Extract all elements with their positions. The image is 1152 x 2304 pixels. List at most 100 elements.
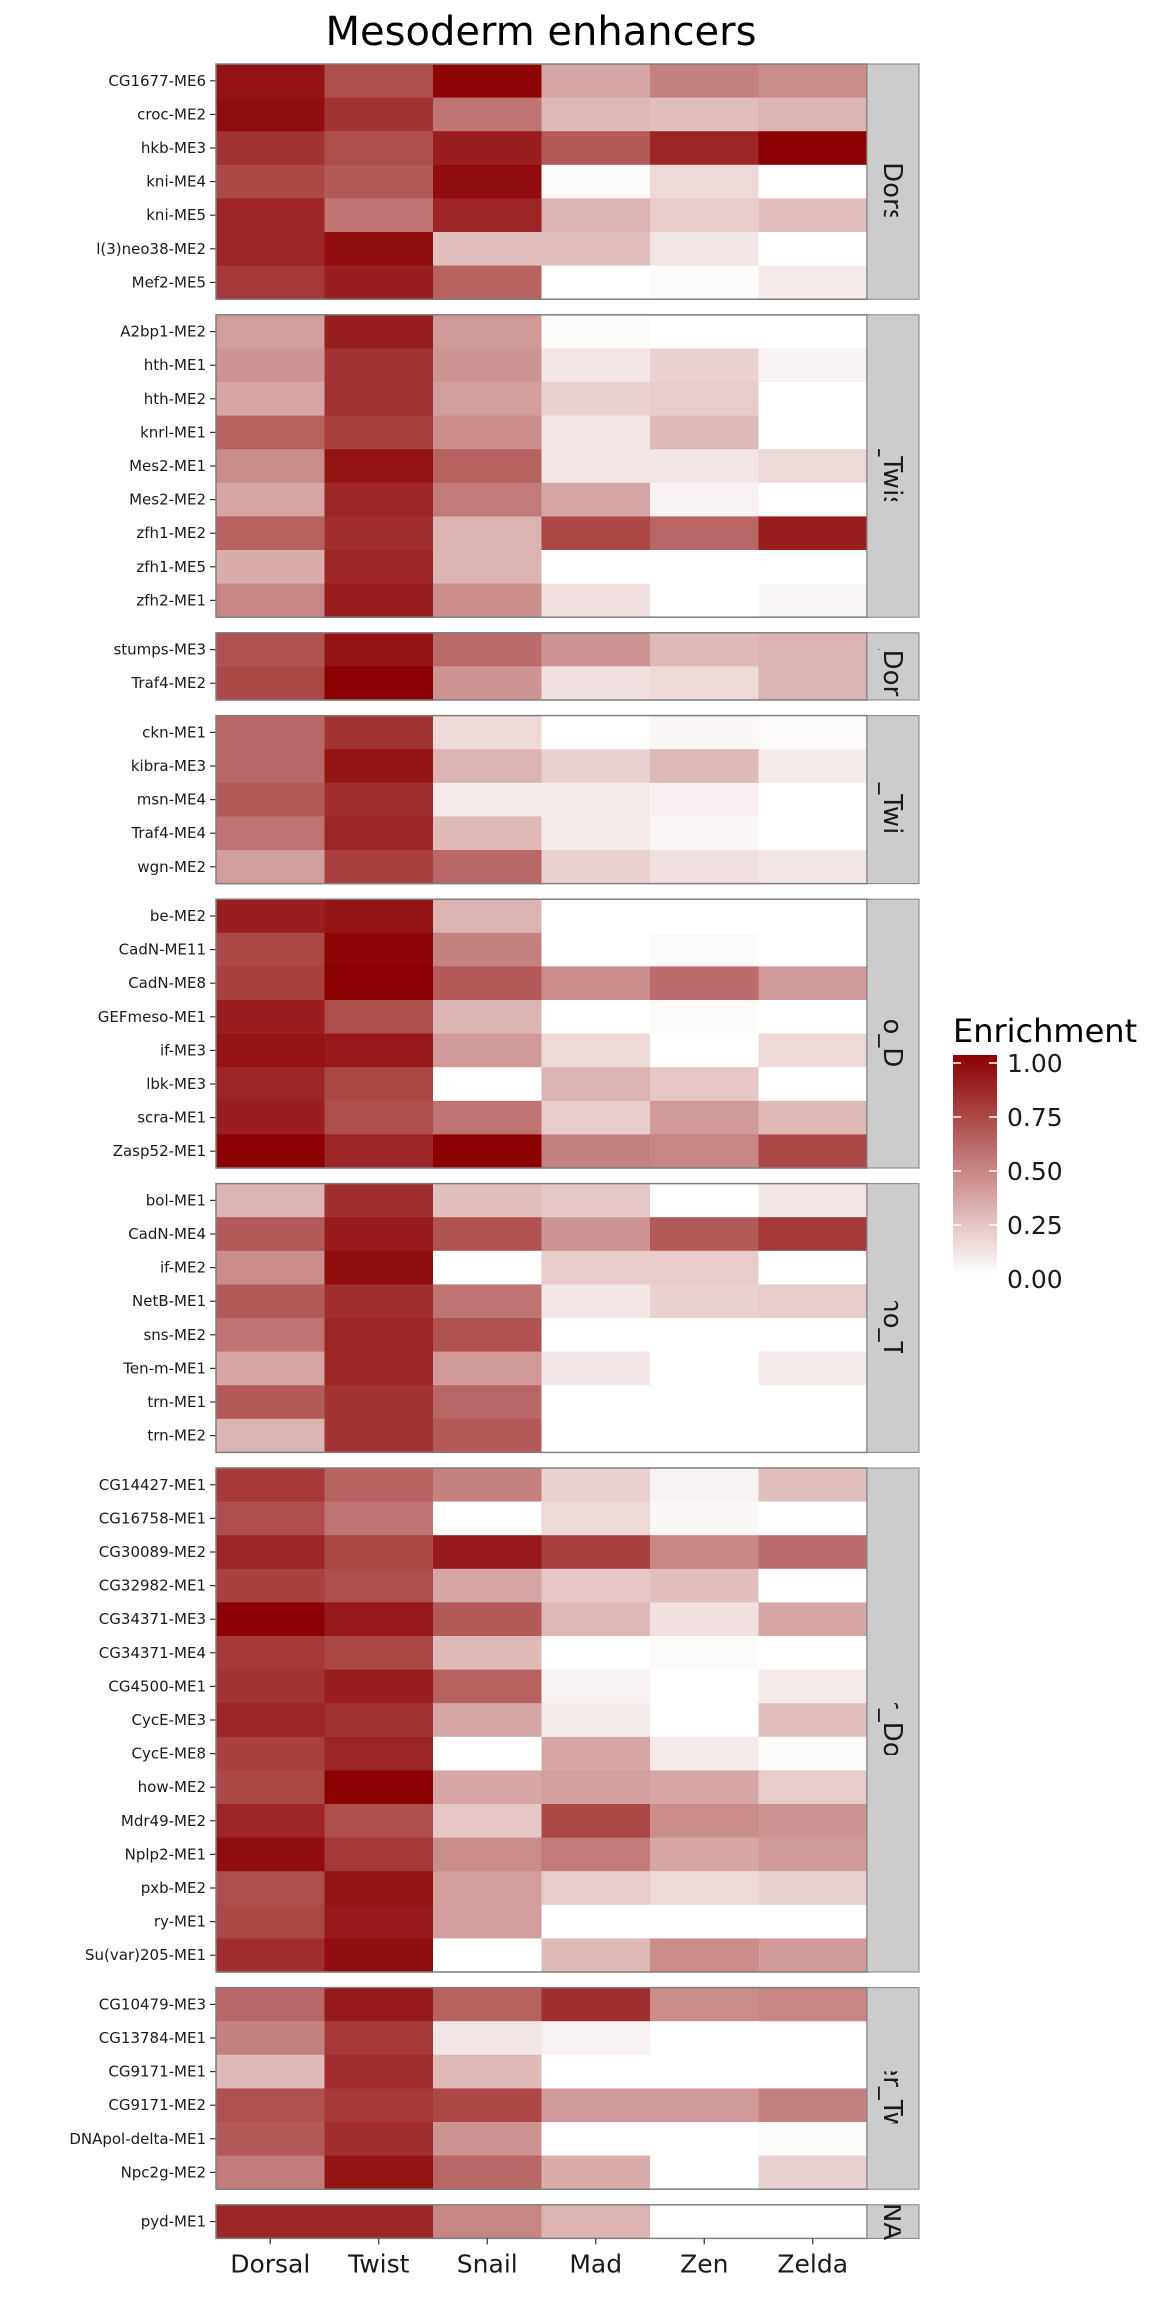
heatmap-cell	[758, 715, 868, 750]
heatmap-cell	[216, 782, 326, 817]
heatmap-cell	[541, 2155, 651, 2190]
heatmap-cell	[433, 516, 543, 551]
heatmap-cell	[758, 1284, 868, 1319]
heatmap-cell	[758, 64, 868, 99]
heatmap-cell	[541, 1568, 651, 1603]
row-label: CG4500-ME1	[108, 1677, 206, 1695]
heatmap-cell	[650, 1468, 760, 1503]
heatmap-cell	[216, 64, 326, 99]
column-label: Zen	[680, 2249, 728, 2278]
heatmap-cell	[433, 1804, 543, 1839]
heatmap-cell	[541, 1134, 651, 1169]
heatmap-cell	[433, 1904, 543, 1939]
heatmap-cell	[216, 415, 326, 450]
facet-strip	[866, 898, 920, 1169]
row-label: pxb-ME2	[141, 1879, 206, 1897]
heatmap-cell	[650, 1770, 760, 1805]
row-label: Zasp52-ME1	[113, 1142, 206, 1160]
heatmap-cell	[433, 232, 543, 267]
row-label: CG34371-ME3	[99, 1610, 206, 1628]
heatmap-cell	[216, 482, 326, 517]
heatmap-cell	[650, 1568, 760, 1603]
heatmap-cell	[758, 2155, 868, 2190]
legend-tick-label: 0.25	[1007, 1211, 1063, 1240]
heatmap-cell	[650, 850, 760, 885]
heatmap-cell	[216, 348, 326, 383]
heatmap-cell	[758, 1770, 868, 1805]
heatmap-cell	[758, 2088, 868, 2123]
heatmap-cell	[758, 1067, 868, 1102]
heatmap-cell	[650, 2088, 760, 2123]
heatmap-cell	[758, 314, 868, 349]
row-label: scra-ME1	[137, 1109, 206, 1127]
heatmap-cell	[650, 415, 760, 450]
heatmap-cell	[650, 666, 760, 701]
facet-strip-label: Other_Dorsal	[877, 1635, 907, 1805]
heatmap-cell	[324, 850, 434, 885]
x-axis: Dorsal Twist Snail Mad Zen Zelda	[230, 2238, 848, 2278]
heatmap-cell	[541, 782, 651, 817]
row-label: CycE-ME3	[132, 1711, 206, 1729]
heatmap-cell	[216, 1669, 326, 1704]
heatmap-cell	[216, 1183, 326, 1218]
heatmap-cell	[433, 1000, 543, 1035]
row-label: hth-ME2	[144, 390, 206, 408]
facet-NA: pyd-ME1 NA	[141, 2204, 920, 2240]
facet-strip-label: Other_Twist	[877, 2013, 907, 2164]
heatmap-cell	[433, 1669, 543, 1704]
heatmap-cell	[216, 131, 326, 166]
heatmap-cell	[650, 1602, 760, 1637]
heatmap-cell	[433, 482, 543, 517]
heatmap-cell	[433, 2122, 543, 2157]
heatmap-cell	[541, 97, 651, 132]
legend-tick-label: 0.50	[1007, 1157, 1063, 1186]
heatmap-cell	[541, 2122, 651, 2157]
row-label: lbk-ME3	[146, 1075, 206, 1093]
heatmap-cell	[216, 1904, 326, 1939]
heatmap-cell	[541, 550, 651, 585]
heatmap-cell	[758, 583, 868, 618]
heatmap-cell	[650, 1067, 760, 1102]
heatmap-cell	[758, 1100, 868, 1135]
heatmap-cell	[758, 816, 868, 851]
row-label: CG9171-ME1	[108, 2063, 206, 2081]
heatmap-cell	[216, 1033, 326, 1068]
heatmap-cell	[650, 2054, 760, 2089]
heatmap-cell	[758, 1183, 868, 1218]
heatmap-cell	[216, 2204, 326, 2239]
row-label: Traf4-ME4	[130, 824, 206, 842]
heatmap-cell	[650, 715, 760, 750]
heatmap-cell	[650, 516, 760, 551]
row-label: hth-ME1	[144, 356, 206, 374]
heatmap-cell	[650, 2155, 760, 2190]
heatmap-cell	[433, 97, 543, 132]
row-label: Mef2-ME5	[132, 273, 206, 291]
heatmap-cell	[216, 666, 326, 701]
heatmap-cell	[650, 2021, 760, 2056]
heatmap-cell	[650, 449, 760, 484]
heatmap-cell	[216, 2021, 326, 2056]
heatmap-cell	[541, 1804, 651, 1839]
heatmap-cell	[758, 1000, 868, 1035]
heatmap-cell	[541, 1250, 651, 1285]
heatmap-cell	[324, 415, 434, 450]
heatmap-cell	[324, 198, 434, 233]
heatmap-cell	[541, 749, 651, 784]
heatmap-cell	[324, 1217, 434, 1252]
heatmap-cell	[433, 966, 543, 1001]
heatmap-cell	[541, 314, 651, 349]
row-label: Mes2-ME2	[129, 491, 206, 509]
heatmap-cell	[324, 1568, 434, 1603]
heatmap-cell	[650, 550, 760, 585]
heatmap-cell	[541, 1100, 651, 1135]
heatmap-cell	[433, 550, 543, 585]
row-label: be-ME2	[150, 907, 206, 925]
heatmap-cell	[433, 1418, 543, 1453]
heatmap-cell	[541, 850, 651, 885]
facet-strip-label: Tx_Dorsal	[877, 117, 907, 246]
row-label: kni-ME5	[146, 206, 206, 224]
heatmap-cell	[324, 2204, 434, 2239]
heatmap-cell	[216, 314, 326, 349]
heatmap-cell	[324, 715, 434, 750]
heatmap-cell	[216, 1385, 326, 1420]
